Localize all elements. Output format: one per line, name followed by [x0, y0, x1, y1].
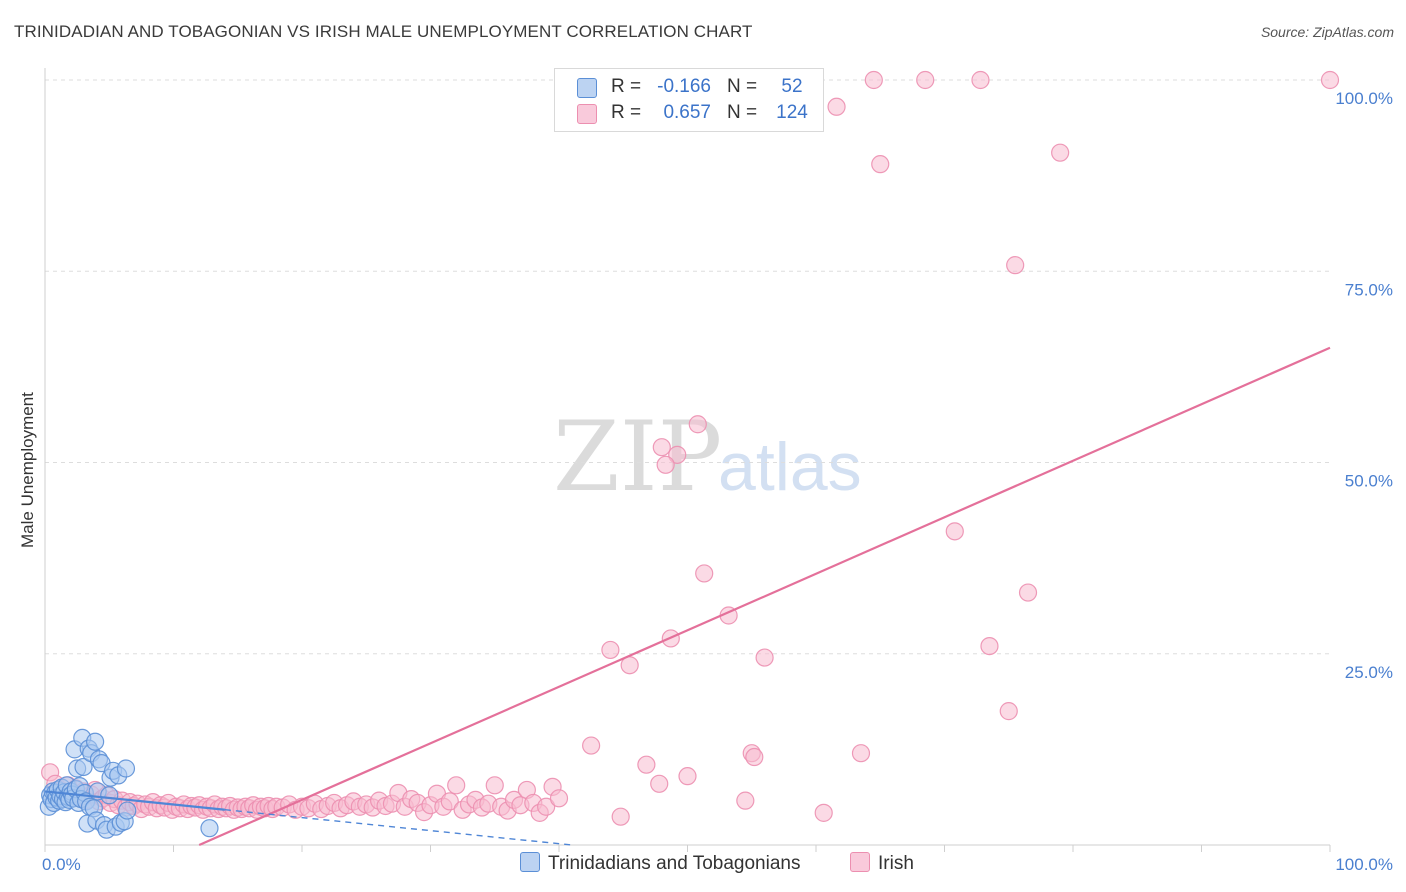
- irish-point: [755, 648, 774, 667]
- pink-swatch: [850, 852, 870, 872]
- trinidadian-point: [74, 757, 93, 777]
- r-label: R =: [611, 102, 642, 123]
- correlation-legend: R = -0.166 N = 52 R = 0.657 N = 124: [554, 68, 824, 132]
- irish-point: [736, 791, 755, 810]
- n-value: 124: [776, 102, 808, 123]
- data-points: [39, 70, 1340, 839]
- irish-point: [851, 744, 871, 763]
- watermark-atlas: atlas: [718, 429, 862, 505]
- gridlines: [45, 79, 1330, 655]
- irish-point: [980, 636, 999, 656]
- tick-labels: 25.0% 50.0% 75.0% 100.0% 0.0% 100.0%: [42, 89, 1393, 874]
- trinidadian-point: [116, 759, 136, 778]
- blue-swatch: [577, 78, 597, 98]
- irish-point: [650, 774, 669, 793]
- irish-point: [611, 807, 630, 826]
- trinidadian-point: [200, 819, 219, 838]
- chart-title: TRINIDADIAN AND TOBAGONIAN VS IRISH MALE…: [14, 22, 753, 41]
- source-label: Source: ZipAtlas.com: [1260, 24, 1394, 40]
- axes: [44, 68, 1331, 852]
- y-axis-label: Male Unemployment: [18, 392, 37, 548]
- irish-point: [447, 776, 466, 795]
- irish-point: [1320, 70, 1340, 90]
- pink-swatch: [577, 104, 597, 124]
- trinidadian-point: [118, 801, 137, 820]
- irish-point: [814, 803, 833, 822]
- irish-point: [537, 797, 556, 816]
- irish-point: [999, 702, 1018, 721]
- irish-point: [745, 747, 764, 767]
- irish-point: [601, 640, 620, 660]
- blue-swatch: [520, 852, 540, 872]
- irish-trend-line: [198, 346, 1331, 847]
- trinidadian-point: [100, 786, 119, 805]
- y-tick-label: 50.0%: [1345, 472, 1393, 491]
- irish-point: [864, 70, 883, 90]
- irish-point: [637, 755, 656, 774]
- irish-point: [871, 155, 890, 174]
- trinidadian-point: [86, 732, 105, 751]
- irish-point: [1051, 143, 1070, 162]
- irish-point: [652, 438, 671, 457]
- irish-point: [656, 455, 675, 474]
- series-legend: Trinidadians and Tobagonians Irish: [0, 852, 1406, 878]
- x-tick-label-min: 0.0%: [42, 855, 81, 874]
- irish-point: [582, 736, 601, 755]
- y-tick-label: 100.0%: [1335, 89, 1393, 108]
- irish-point: [440, 792, 459, 811]
- irish-point: [1018, 583, 1038, 602]
- irish-point: [485, 776, 504, 795]
- x-tick-label-max: 100.0%: [1335, 855, 1393, 874]
- irish-point: [945, 522, 964, 541]
- trend-lines: [44, 346, 1331, 847]
- irish-point: [668, 445, 687, 464]
- legend-item-irish[interactable]: Irish: [850, 852, 914, 875]
- irish-point: [971, 70, 990, 90]
- legend-label: Trinidadians and Tobagonians: [548, 853, 801, 874]
- r-value: 0.657: [663, 102, 711, 123]
- irish-point: [678, 767, 697, 786]
- irish-point: [1006, 256, 1025, 275]
- legend-label: Irish: [878, 853, 914, 874]
- legend-item-trinidadian[interactable]: Trinidadians and Tobagonians: [520, 852, 800, 875]
- n-label: N =: [727, 76, 758, 97]
- trinidadian-trend-line-dashed: [224, 809, 572, 846]
- irish-point: [827, 97, 846, 116]
- r-label: R =: [611, 76, 642, 97]
- irish-point: [695, 564, 714, 583]
- n-label: N =: [727, 102, 758, 123]
- irish-point: [916, 70, 935, 90]
- r-value: -0.166: [657, 76, 711, 97]
- y-tick-label: 75.0%: [1345, 280, 1393, 299]
- irish-point: [688, 415, 707, 434]
- y-tick-label: 25.0%: [1345, 663, 1393, 682]
- n-value: 52: [781, 76, 803, 97]
- irish-point: [549, 789, 569, 808]
- trinidadian-trend-line-solid: [44, 790, 226, 811]
